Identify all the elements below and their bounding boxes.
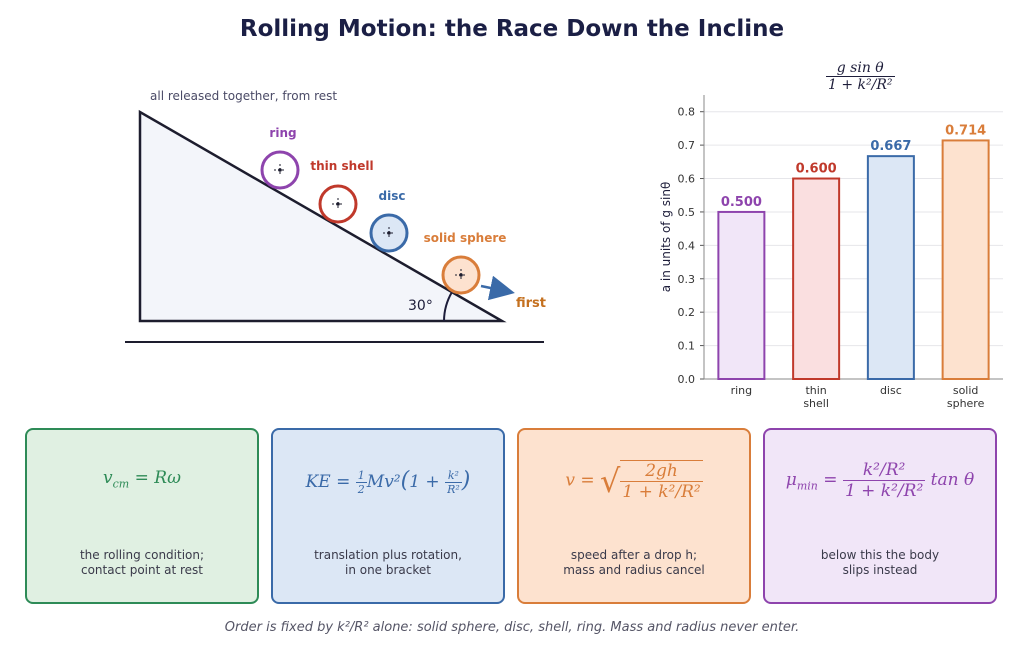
y-tick-label: 0.6 <box>678 173 696 186</box>
bar-disc <box>866 155 915 380</box>
card-friction: μmin = k²/R² 1 + k²/R² tan θ below this t… <box>763 428 997 604</box>
bar-value-label: 0.500 <box>721 195 762 210</box>
y-tick-label: 0.1 <box>678 340 696 353</box>
rolling-bodies: ring thin shell disc solid sphere <box>260 126 507 295</box>
body-center-dot <box>459 273 463 277</box>
y-tick-label: 0.2 <box>678 306 696 319</box>
body-label: disc <box>379 189 406 203</box>
formula-speed: v = √ 2gh 1 + k²/R² <box>565 460 703 502</box>
body-label: thin shell <box>310 159 373 173</box>
bar-value-label: 0.667 <box>870 139 911 154</box>
bar-thin-shell <box>792 177 841 380</box>
x-tick-label: shell <box>803 397 829 410</box>
card-desc-line: below this the body <box>820 548 940 562</box>
bar-value-label: 0.714 <box>945 123 986 138</box>
card-speed: v = √ 2gh 1 + k²/R² speed after a drop h; … <box>517 428 751 604</box>
body-disc: disc <box>369 189 409 253</box>
formula-rolling-condition: vcm = Rω <box>103 468 181 491</box>
y-tick-label: 0.0 <box>678 373 696 386</box>
y-tick-label: 0.4 <box>678 239 696 252</box>
y-tick-label: 0.3 <box>678 273 696 286</box>
first-label: first <box>516 296 546 311</box>
card-desc-line: mass and radius cancel <box>563 563 705 577</box>
body-center-dot <box>336 202 340 206</box>
body-label: solid sphere <box>424 231 507 245</box>
card-desc-line: speed after a drop h; <box>570 548 698 562</box>
bar-ring <box>717 210 766 380</box>
angle-label: 30° <box>408 298 433 314</box>
card-desc-line: contact point at rest <box>80 563 204 577</box>
body-thin-shell: thin shell <box>310 159 374 224</box>
x-tick-label: solid <box>953 384 979 397</box>
bar-value-label: 0.600 <box>796 162 837 177</box>
x-tick-label: sphere <box>947 397 985 410</box>
card-desc: below this the body slips instead <box>765 548 995 578</box>
body-solid-sphere: solid sphere <box>424 231 507 295</box>
x-tick-label: disc <box>880 384 902 397</box>
y-axis-label: a in units of g sinθ <box>659 182 673 293</box>
card-desc: the rolling condition; contact point at … <box>27 548 257 578</box>
body-ring: ring <box>260 126 300 190</box>
page-title: Rolling Motion: the Race Down the Inclin… <box>239 16 785 42</box>
footer-note: Order is fixed by k²/R² alone: solid sph… <box>224 620 800 635</box>
card-desc-line: translation plus rotation, <box>314 548 462 562</box>
body-center-dot <box>278 168 282 172</box>
motion-arrow <box>480 275 515 301</box>
chart-title-formula: g sin θ 1 + k²/R² <box>826 60 895 93</box>
incline-caption: all released together, from rest <box>150 89 337 103</box>
formula-friction: μmin = k²/R² 1 + k²/R² tan θ <box>785 460 975 501</box>
acceleration-bar-chart: 0.0 0.1 0.2 0.3 0.4 0.5 0.6 0.7 0.8 a in units of… <box>659 95 1003 410</box>
card-desc: speed after a drop h; mass and radius ca… <box>519 548 749 578</box>
x-tick-label: thin <box>805 384 826 397</box>
x-tick-label: ring <box>731 384 753 397</box>
body-center-dot <box>387 231 391 235</box>
card-desc-line: slips instead <box>842 563 918 577</box>
y-tick-label: 0.5 <box>678 206 696 219</box>
incline-triangle <box>138 109 507 323</box>
card-rolling-condition: vcm = Rω the rolling condition; contact … <box>25 428 259 604</box>
card-desc: translation plus rotation, in one bracke… <box>273 548 503 578</box>
y-tick-label: 0.8 <box>678 106 696 119</box>
formula-kinetic-energy: KE = 1 2 Mv²(1 + k² R²) <box>305 468 471 496</box>
angle-arc <box>443 291 453 322</box>
body-label: ring <box>269 126 296 140</box>
card-desc-line: the rolling condition; <box>79 548 205 562</box>
card-kinetic-energy: KE = 1 2 Mv²(1 + k² R²) translation plus ro… <box>271 428 505 604</box>
bar-solid-sphere <box>941 139 990 380</box>
y-tick-label: 0.7 <box>678 139 696 152</box>
card-desc-line: in one bracket <box>344 563 431 577</box>
diagram-canvas: all released together, from rest 30° rin… <box>125 89 1003 410</box>
